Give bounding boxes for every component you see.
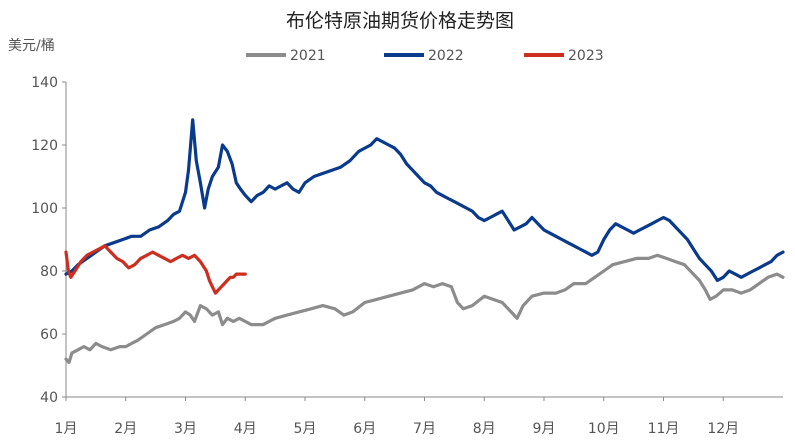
- x-tick-label: 8月: [473, 421, 496, 437]
- legend-label-2023: 2023: [568, 48, 604, 64]
- axes: 40 60 80 100 120 140 1月 2月 3月 4月 5月 6月 7月 8月 9月 10月 11月 1…: [31, 75, 783, 437]
- y-tick-label: 140: [31, 75, 58, 91]
- x-tick-label: 12月: [707, 421, 739, 437]
- x-tick-label: 9月: [533, 421, 556, 437]
- x-tick-label: 1月: [55, 421, 78, 437]
- x-tick-label: 5月: [294, 421, 317, 437]
- x-tick-label: 6月: [353, 421, 376, 437]
- y-tick-label: 100: [31, 201, 58, 217]
- y-tick-label: 80: [40, 264, 58, 280]
- x-tick-label: 2月: [114, 421, 137, 437]
- chart-title: 布伦特原油期货价格走势图: [286, 10, 514, 32]
- series-layer: [64, 118, 785, 364]
- legend: 2021 2022 2023: [246, 48, 604, 64]
- x-tick-label: 4月: [234, 421, 257, 437]
- y-tick-label: 120: [31, 138, 58, 154]
- y-tick-label: 40: [40, 390, 58, 406]
- x-tick-label: 7月: [413, 421, 436, 437]
- y-axis-unit-label: 美元/桶: [8, 38, 55, 54]
- x-tick-label: 3月: [174, 421, 197, 437]
- legend-label-2021: 2021: [290, 48, 326, 64]
- y-tick-label: 60: [40, 327, 58, 343]
- x-tick-label: 10月: [588, 421, 620, 437]
- series-line-2022: [64, 118, 785, 282]
- x-tick-label: 11月: [648, 421, 680, 437]
- series-line-2021: [64, 253, 785, 364]
- legend-label-2022: 2022: [428, 48, 464, 64]
- series-line-2023: [64, 244, 247, 295]
